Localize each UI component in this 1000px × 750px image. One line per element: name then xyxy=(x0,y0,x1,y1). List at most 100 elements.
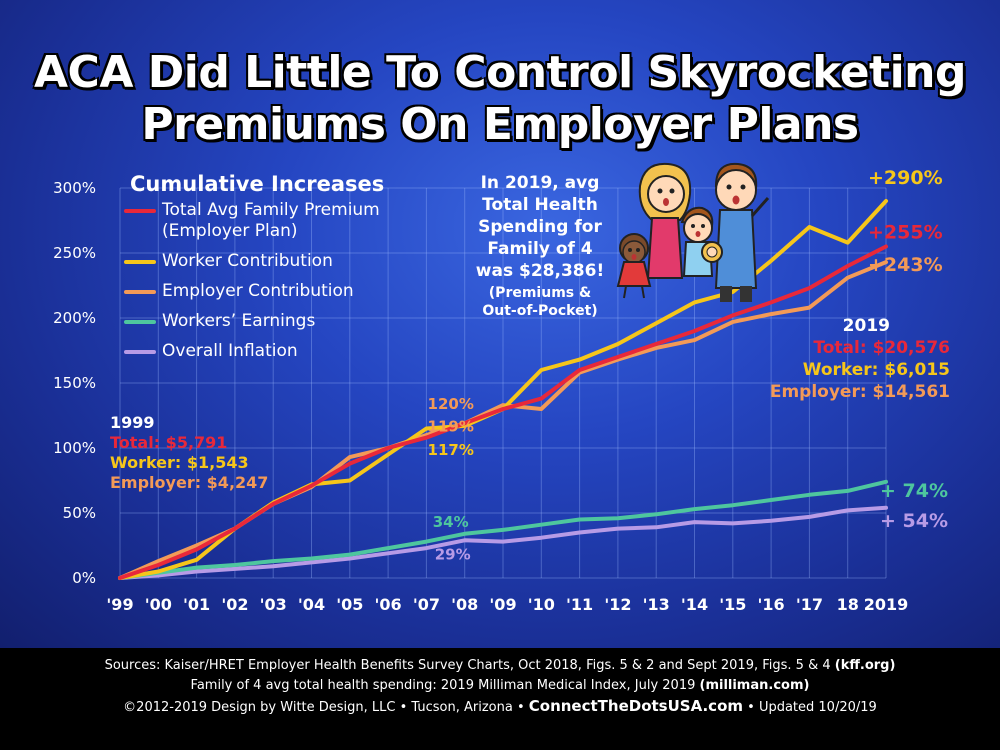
legend-swatch-inflation xyxy=(124,350,156,354)
data-point xyxy=(386,446,390,450)
x-tick-label: '03 xyxy=(260,595,287,614)
data-point xyxy=(348,479,352,482)
legend-sub-total: (Employer Plan) xyxy=(162,221,298,241)
data-point xyxy=(539,407,543,411)
annotation-label: 119% xyxy=(428,417,474,435)
data-point xyxy=(233,563,237,567)
info-1999-employer: Employer: $4,247 xyxy=(110,473,269,492)
info-1999-year: 1999 xyxy=(110,413,155,432)
data-point xyxy=(156,563,160,567)
info-1999-total: Total: $5,791 xyxy=(110,433,228,452)
chart-title-line2: Premiums On Employer Plans xyxy=(141,99,859,150)
data-point xyxy=(386,546,390,550)
data-point xyxy=(118,576,122,580)
data-point xyxy=(654,342,658,346)
y-tick-label: 100% xyxy=(53,439,96,457)
data-point xyxy=(731,320,735,324)
data-point xyxy=(769,259,773,263)
footer-line1: Sources: Kaiser/HRET Employer Health Ben… xyxy=(0,656,1000,676)
x-tick-label: '09 xyxy=(489,595,516,614)
data-point xyxy=(884,199,888,203)
data-point xyxy=(424,427,428,430)
legend-label-total: Total Avg Family Premium xyxy=(162,200,380,220)
data-point xyxy=(348,462,352,466)
data-point xyxy=(501,407,505,411)
x-tick-label: '02 xyxy=(221,595,248,614)
data-point xyxy=(195,547,199,551)
callout-line4: Family of 4 xyxy=(487,239,593,259)
x-tick-label: '14 xyxy=(681,595,708,614)
data-point xyxy=(769,300,773,304)
data-point xyxy=(195,570,199,573)
data-point xyxy=(616,527,620,531)
y-tick-label: 200% xyxy=(53,309,96,327)
x-tick-label: '99 xyxy=(106,595,133,614)
info-2019-worker: Worker: $6,015 xyxy=(802,360,950,380)
data-point xyxy=(731,290,735,294)
x-tick-label: '10 xyxy=(528,595,555,614)
data-point xyxy=(846,276,850,280)
legend-label-earnings: Workers’ Earnings xyxy=(162,311,316,331)
annotation-label: + 54% xyxy=(880,510,948,532)
data-point xyxy=(731,313,735,317)
annotation-label: +290% xyxy=(868,167,943,189)
data-point xyxy=(884,245,888,248)
data-point xyxy=(654,512,658,516)
data-point xyxy=(539,397,543,401)
legend-swatch-worker xyxy=(124,260,156,264)
x-tick-label: '08 xyxy=(451,595,478,614)
data-point xyxy=(271,502,275,506)
annotation-label: 29% xyxy=(435,545,471,563)
data-point xyxy=(463,421,467,425)
data-point xyxy=(386,551,390,555)
footer-line1-text: Sources: Kaiser/HRET Employer Health Ben… xyxy=(104,658,835,673)
y-tick-label: 300% xyxy=(53,179,96,197)
data-point xyxy=(156,570,160,573)
data-point xyxy=(807,306,811,310)
chart-title-line1: ACA Did Little To Control Skyrocketing xyxy=(34,47,966,98)
callout-line1: In 2019, avg xyxy=(480,173,600,193)
data-point xyxy=(424,436,428,440)
annotation-label: 34% xyxy=(433,513,469,531)
info-1999-worker: Worker: $1,543 xyxy=(110,453,249,472)
legend: Cumulative Increases Total Avg Family Pr… xyxy=(118,172,418,371)
footer-site-link: ConnectTheDotsUSA.com xyxy=(528,697,744,715)
data-point xyxy=(884,260,888,264)
data-point xyxy=(156,559,160,563)
data-point xyxy=(578,518,582,521)
data-point xyxy=(463,538,467,542)
callout-note1: (Premiums & xyxy=(488,285,592,301)
data-point xyxy=(807,493,811,497)
data-point xyxy=(271,559,275,563)
data-point xyxy=(616,355,620,359)
callout-note2: Out-of-Pocket) xyxy=(482,303,598,319)
data-point xyxy=(769,312,773,316)
data-point xyxy=(195,566,199,570)
x-tick-label: '12 xyxy=(604,595,631,614)
annotation-label: +255% xyxy=(868,222,943,244)
data-point xyxy=(616,342,620,346)
x-tick-label: '04 xyxy=(298,595,325,614)
footer-line2: Family of 4 avg total health spending: 2… xyxy=(0,676,1000,696)
data-point xyxy=(195,544,199,547)
callout-line5: was $28,386! xyxy=(475,261,605,281)
data-point xyxy=(539,536,543,540)
data-point xyxy=(884,480,888,484)
data-point xyxy=(348,557,352,560)
footer-sources: Sources: Kaiser/HRET Employer Health Ben… xyxy=(0,648,1000,750)
data-point xyxy=(769,498,773,502)
data-point xyxy=(348,455,352,459)
line-chart: 0% 50% 100% 150% 200% 250% 300% '99 '00 '01 '02 '03… xyxy=(53,167,948,614)
x-tick-label: '11 xyxy=(566,595,593,614)
annotation-label: + 74% xyxy=(880,480,948,502)
data-point xyxy=(807,286,811,290)
data-point xyxy=(693,520,696,524)
data-point xyxy=(195,558,199,562)
annotation-label: 120% xyxy=(428,395,474,413)
legend-label-worker: Worker Contribution xyxy=(162,251,333,271)
y-tick-label: 50% xyxy=(63,504,96,522)
x-tick-label: '15 xyxy=(719,595,746,614)
data-point xyxy=(846,489,850,493)
data-point xyxy=(769,519,773,523)
x-tick-label: '06 xyxy=(375,595,402,614)
